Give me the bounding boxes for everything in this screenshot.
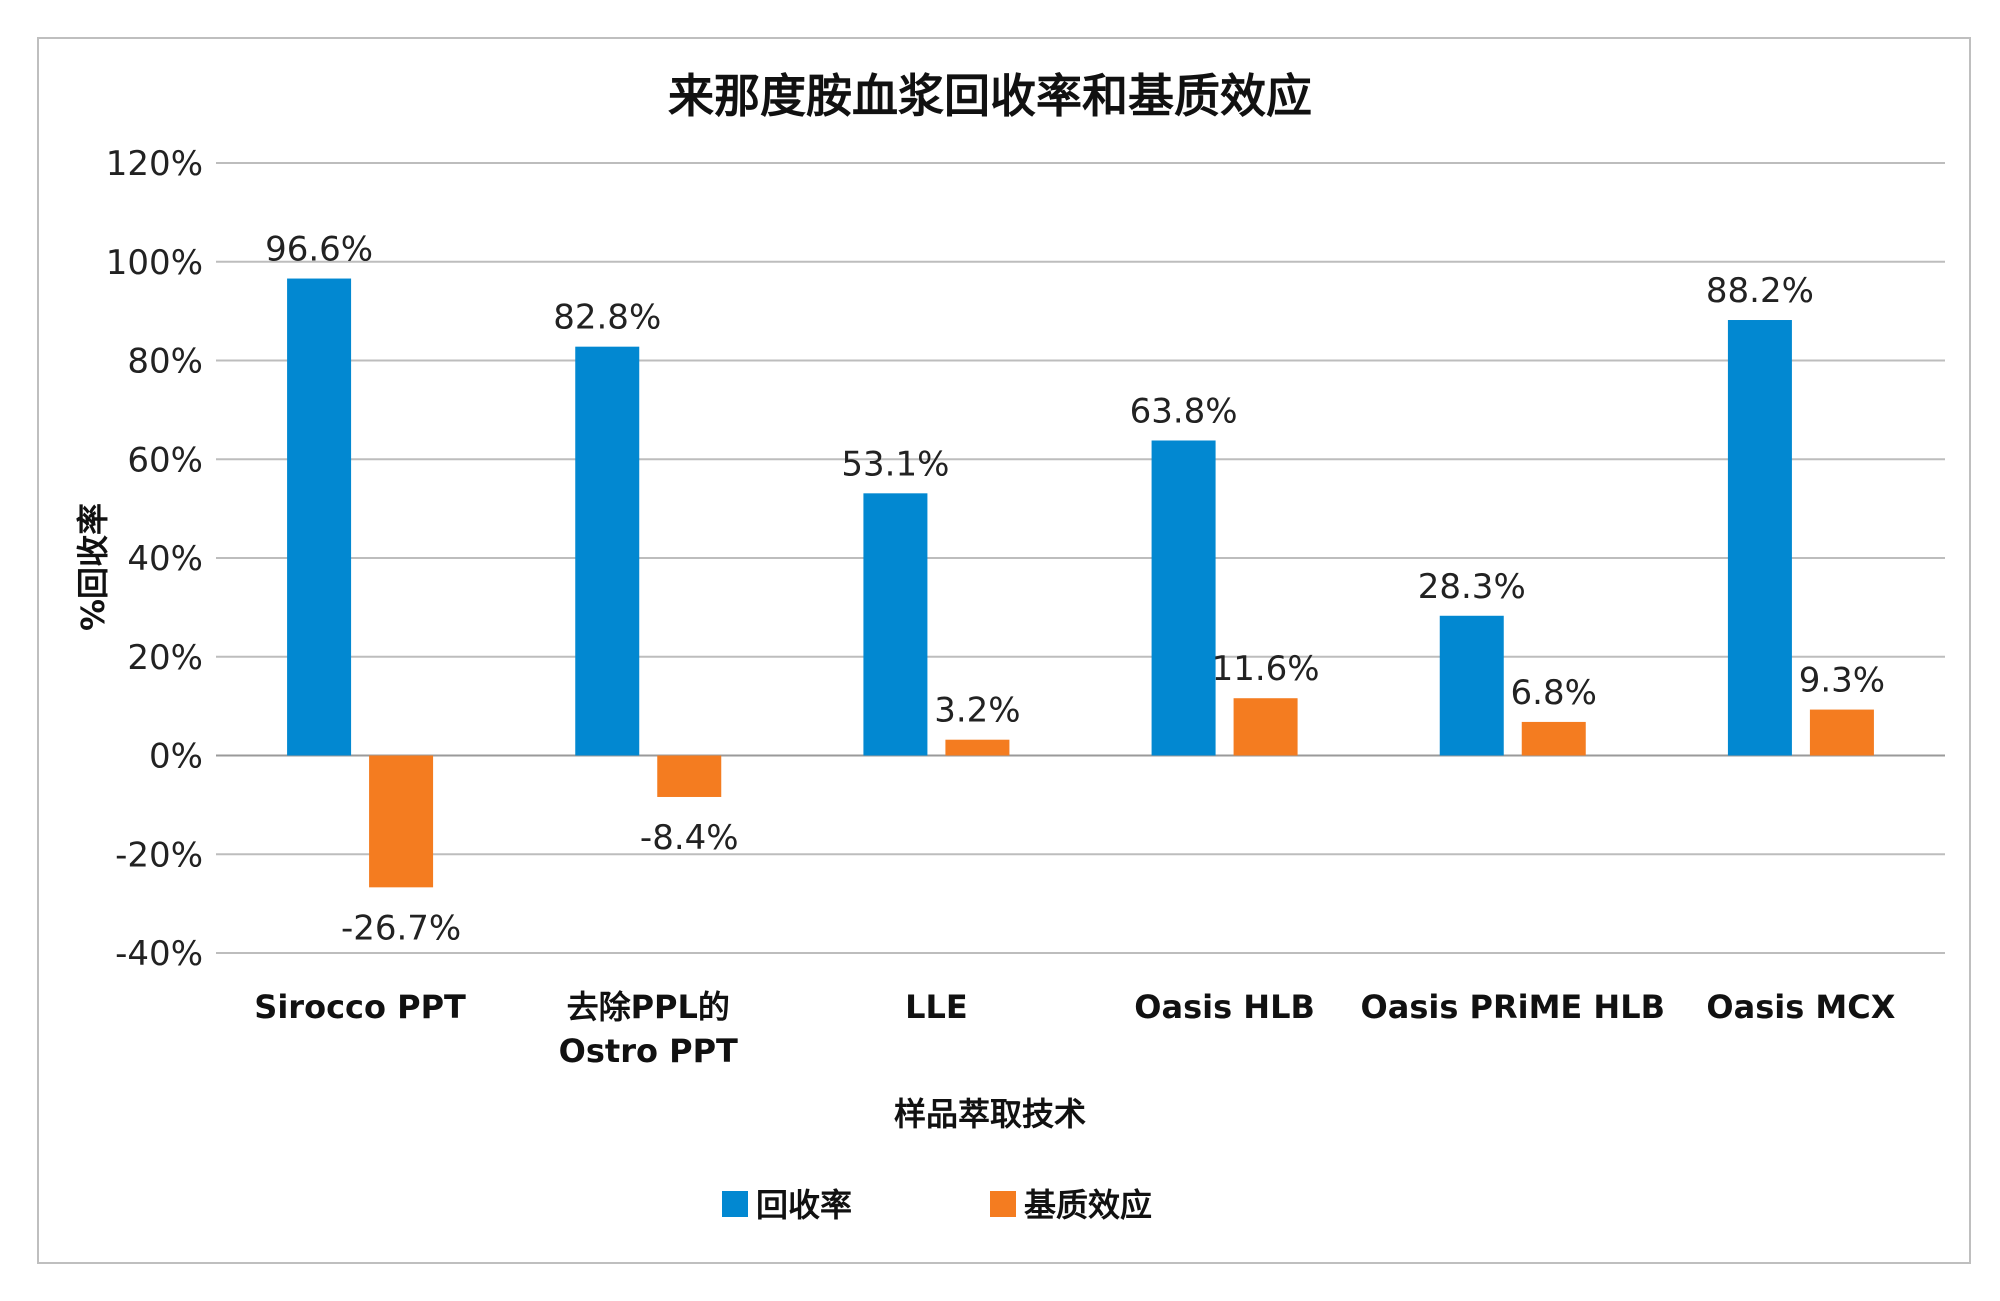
- chart-title: 来那度胺血浆回收率和基质效应: [668, 69, 1312, 123]
- y-tick-label: -40%: [115, 934, 203, 974]
- category-label: Sirocco PPT: [254, 988, 466, 1026]
- legend-label: 回收率: [756, 1186, 852, 1224]
- x-axis-title: 样品萃取技术: [894, 1095, 1086, 1133]
- recovery-bar: [1439, 615, 1504, 756]
- matrix-effect-bar: [1809, 709, 1874, 756]
- y-axis-ticks: 120% 100% 80% 60% 40% 20% 0% -20% -40%: [106, 144, 203, 974]
- y-tick-label: 80%: [127, 342, 203, 382]
- data-label: 6.8%: [1511, 673, 1597, 713]
- recovery-bar: [287, 278, 352, 756]
- y-tick-label: -20%: [115, 835, 203, 875]
- matrix-effect-bar: [657, 755, 722, 797]
- data-label: 53.1%: [841, 444, 949, 484]
- legend: 回收率 基质效应: [722, 1186, 1152, 1224]
- matrix-effect-bar: [369, 755, 434, 888]
- matrix-effect-bar: [1521, 721, 1586, 756]
- y-tick-label: 100%: [106, 243, 203, 283]
- y-axis-title: %回收率: [74, 503, 112, 631]
- data-label: 3.2%: [934, 691, 1020, 731]
- grid-lines: [216, 162, 1945, 954]
- data-label: 88.2%: [1706, 271, 1814, 311]
- legend-label: 基质效应: [1024, 1186, 1152, 1224]
- category-label: Oasis MCX: [1706, 988, 1895, 1026]
- category-label: Oasis HLB: [1134, 988, 1315, 1026]
- category-label: LLE: [905, 988, 968, 1026]
- data-labels: 96.6% -26.7% 82.8% -8.4% 53.1% 3.2% 63.8% 11.6%…: [265, 230, 1885, 949]
- data-label: 63.8%: [1130, 391, 1238, 431]
- y-tick-label: 20%: [127, 638, 203, 678]
- recovery-bar: [863, 493, 928, 756]
- category-label: Ostro PPT: [559, 1032, 738, 1070]
- legend-swatch: [722, 1191, 748, 1217]
- recovery-bar: [1727, 320, 1792, 756]
- matrix-effect-bar: [1233, 698, 1298, 756]
- x-axis-categories: Sirocco PPT 去除PPL的 Ostro PPT LLE Oasis HLB Oa…: [254, 988, 1895, 1070]
- data-label: 11.6%: [1212, 649, 1320, 689]
- category-label: Oasis PRiME HLB: [1361, 988, 1665, 1026]
- bars: [287, 278, 1874, 888]
- y-tick-label: 60%: [127, 440, 203, 480]
- data-label: 28.3%: [1418, 567, 1526, 607]
- y-tick-label: 120%: [106, 144, 203, 184]
- data-label: 9.3%: [1799, 661, 1885, 701]
- recovery-bar: [575, 346, 640, 756]
- legend-swatch: [990, 1191, 1016, 1217]
- data-label: -8.4%: [640, 818, 739, 858]
- matrix-effect-bar: [945, 739, 1010, 756]
- data-label: 96.6%: [265, 230, 373, 270]
- chart-frame: [37, 37, 1971, 1264]
- data-label: 82.8%: [553, 298, 661, 338]
- y-tick-label: 0%: [149, 737, 203, 777]
- data-label: -26.7%: [341, 908, 461, 948]
- y-tick-label: 40%: [127, 539, 203, 579]
- category-label: 去除PPL的: [567, 988, 730, 1026]
- recovery-bar: [1151, 440, 1216, 756]
